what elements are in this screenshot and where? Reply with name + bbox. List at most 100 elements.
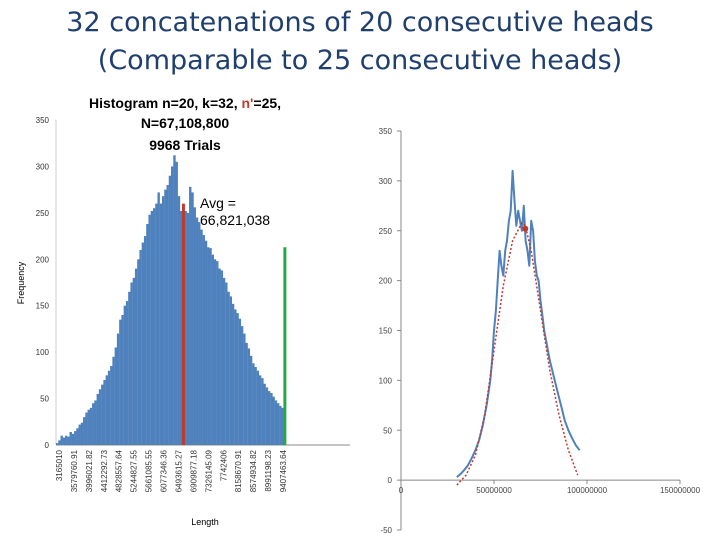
histogram-bar (101, 384, 104, 445)
histogram-bar (200, 229, 203, 445)
histogram-title-part: =25, (253, 95, 281, 111)
histogram-bar (276, 403, 280, 445)
line-chart-y-tick-label: 100 (379, 376, 393, 385)
slide-title-line-1: 32 concatenations of 20 consecutive head… (66, 7, 654, 38)
line-chart-y-tick-label: 150 (379, 327, 393, 336)
histogram-bar (175, 161, 178, 446)
histogram-bar (83, 417, 86, 445)
histogram-x-tick-label: 7742406 (219, 449, 228, 481)
histogram-bar (168, 175, 172, 445)
histogram-bar (58, 440, 61, 445)
histogram-bar (204, 240, 208, 445)
histogram-x-tick-label: 5244827.55 (130, 449, 139, 492)
histogram-bar (112, 356, 115, 445)
histogram-title-line-2: N=67,108,800 (141, 115, 230, 131)
histogram-bar (209, 248, 212, 445)
histogram-bar (216, 261, 219, 445)
histogram-bar (184, 211, 187, 445)
histogram-bar (85, 412, 88, 445)
histogram-bar (265, 387, 269, 445)
fit-curve-line (456, 221, 579, 486)
histogram-bar (92, 403, 95, 445)
histogram-bar (261, 378, 264, 445)
histogram-bar (139, 250, 142, 445)
histogram-bar (193, 207, 196, 445)
histogram-bar (225, 282, 228, 445)
histogram-bar (234, 309, 237, 445)
histogram-bar (152, 208, 156, 445)
histogram-x-tick-label: 9407463.64 (279, 449, 288, 492)
histogram-bar (171, 166, 174, 445)
histogram-bar (281, 407, 284, 445)
line-chart-y-tick-label: 200 (379, 277, 393, 286)
histogram-bar (125, 301, 129, 445)
histogram-bar (254, 367, 257, 445)
average-value: 66,821,038 (200, 212, 271, 228)
histogram-bar (249, 355, 253, 445)
line-chart-x-tick-label: 150000000 (660, 486, 701, 495)
histogram-bar (74, 431, 77, 445)
histogram-bar (56, 443, 59, 445)
histogram-bar (155, 203, 158, 445)
line-chart-x-tick-label: 100000000 (567, 486, 608, 495)
histogram-bar (189, 186, 192, 445)
histogram-bar (270, 393, 273, 445)
histogram-bar (89, 407, 93, 445)
histogram-bar (220, 270, 224, 445)
histogram-bar (71, 433, 75, 445)
histogram-bar (128, 291, 131, 445)
histogram-y-tick-label: 200 (36, 255, 50, 264)
histogram-bar (218, 268, 221, 445)
line-chart-y-tick-label: 250 (379, 227, 393, 236)
histogram-bar (114, 347, 118, 445)
histogram-bar (67, 436, 70, 445)
histogram-title-part: n' (242, 95, 254, 111)
histogram-bar (258, 375, 262, 445)
histogram-bar (137, 259, 140, 445)
histogram-bar (191, 192, 194, 445)
histogram-x-tick-label: 3165010 (55, 449, 64, 481)
histogram-bar (252, 363, 255, 445)
histogram-y-tick-label: 0 (45, 441, 50, 450)
histogram-y-axis-label: Frequency (16, 261, 26, 304)
histogram-bar (198, 222, 201, 445)
histogram-bar (238, 318, 242, 445)
frequency-series-line (456, 169, 581, 478)
histogram-bar (180, 211, 183, 445)
average-label: Avg = (200, 195, 236, 211)
histogram-x-tick-label: 7326145.09 (204, 449, 213, 492)
histogram-bar (164, 189, 167, 445)
line-chart-y-tick-label: 300 (379, 177, 393, 186)
line-chart-x-tick-label: 50000000 (476, 486, 512, 495)
histogram-bar (229, 296, 233, 445)
histogram-x-tick-label: 8991198.23 (264, 449, 273, 491)
histogram-bar (119, 319, 122, 445)
histogram-bar (98, 389, 102, 445)
histogram-bar (245, 342, 248, 445)
histogram-y-tick-label: 300 (36, 162, 50, 171)
histogram-title-part: Histogram n=20, k=32, (89, 95, 242, 111)
histogram-bar (231, 303, 235, 445)
histogram-bar (62, 437, 66, 445)
histogram-bar (243, 333, 246, 445)
histogram-bar (146, 224, 149, 445)
histogram-x-tick-label: 6077346.36 (160, 449, 169, 492)
histogram-bar (207, 247, 210, 445)
average-point-marker (522, 225, 529, 232)
histogram-bar (134, 268, 138, 445)
histogram-bar (211, 254, 214, 445)
histogram-bar (240, 326, 244, 445)
histogram-bar (150, 211, 154, 445)
histogram-bar (173, 155, 176, 446)
histogram-bar (94, 400, 97, 445)
histogram-bar (159, 203, 163, 445)
histogram-bar (121, 315, 124, 445)
histogram-bar (69, 432, 72, 445)
histogram-bar (161, 196, 165, 445)
histogram-y-tick-label: 350 (36, 116, 50, 125)
histogram-title-line-1: Histogram n=20, k=32, n'=25, (89, 95, 281, 111)
histogram-bar (202, 235, 205, 445)
histogram-bar (222, 277, 226, 445)
histogram-x-tick-label: 3579760.91 (70, 449, 79, 492)
